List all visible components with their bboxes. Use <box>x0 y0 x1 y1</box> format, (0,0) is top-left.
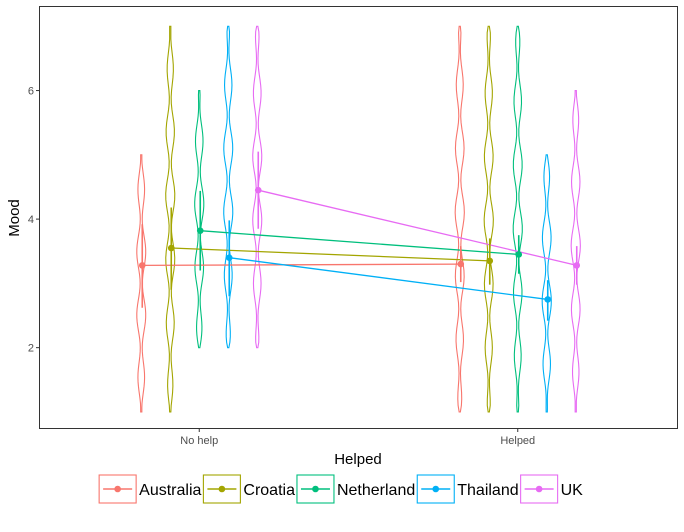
y-tick-label: 4 <box>28 214 34 226</box>
mean-point-thailand-1 <box>544 296 552 303</box>
x-tick-label: Helped <box>500 435 535 447</box>
mean-point-netherland-0 <box>196 227 204 234</box>
violin-croatia-0 <box>165 25 176 413</box>
legend-point-thailand <box>432 485 440 493</box>
mean-connectors-layer <box>142 189 577 301</box>
x-tick-label: No help <box>180 435 218 447</box>
legend-key-croatia <box>202 474 241 504</box>
plot-panel-border <box>39 6 678 429</box>
x-axis-title: Helped <box>334 451 382 468</box>
x-axis: No help Helped <box>180 428 535 447</box>
violin-uk-1 <box>570 90 581 413</box>
legend-key-thailand <box>416 474 455 504</box>
mean-point-australia-0 <box>138 262 146 269</box>
legend-label-netherland: Netherland <box>337 482 415 499</box>
legend-key-netherland <box>296 474 335 504</box>
mean-point-netherland-1 <box>515 251 523 258</box>
mean-connector-uk <box>258 189 577 267</box>
legend: Australia Croatia Netherland Thailand UK <box>98 474 584 504</box>
violin-croatia-1 <box>483 25 494 413</box>
mean-point-uk-0 <box>254 186 262 194</box>
violin-uk-0 <box>252 25 263 349</box>
legend-point-croatia <box>218 485 226 493</box>
y-axis: 2 4 6 <box>28 86 40 355</box>
legend-label-australia: Australia <box>139 482 201 499</box>
mean-point-uk-1 <box>573 262 581 269</box>
y-tick-label: 2 <box>28 343 34 355</box>
y-axis-title: Mood <box>6 199 23 237</box>
y-tick-label: 6 <box>28 86 34 98</box>
legend-point-uk <box>535 485 543 493</box>
mean-connector-netherland <box>200 230 519 256</box>
mean-point-croatia-0 <box>167 244 175 252</box>
legend-label-thailand: Thailand <box>457 482 518 499</box>
mean-point-croatia-1 <box>486 257 494 265</box>
legend-point-australia <box>114 485 121 493</box>
legend-label-uk: UK <box>561 482 584 499</box>
legend-key-australia <box>98 474 137 504</box>
mean-points-layer <box>138 151 581 321</box>
legend-key-uk <box>520 474 559 504</box>
legend-point-netherland <box>312 485 319 493</box>
legend-label-croatia: Croatia <box>243 482 295 499</box>
violin-netherland-1 <box>512 25 523 413</box>
mean-connector-australia <box>142 263 461 267</box>
violin-australia-0 <box>136 154 147 413</box>
mean-point-thailand-0 <box>225 254 233 261</box>
mean-connector-thailand <box>229 257 548 301</box>
violins-layer <box>136 25 581 413</box>
mean-connector-croatia <box>171 247 490 262</box>
mean-point-australia-1 <box>457 260 465 268</box>
violin-thailand-1 <box>541 154 552 413</box>
